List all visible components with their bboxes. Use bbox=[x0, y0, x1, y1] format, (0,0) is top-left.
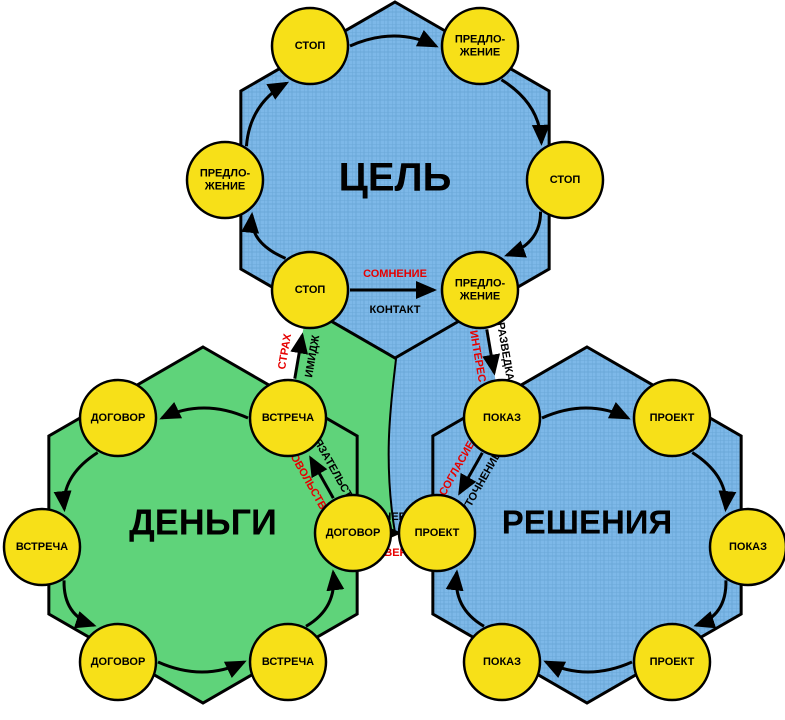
hex-title-decisions: РЕШЕНИЯ bbox=[502, 504, 672, 541]
edge-label-m0-g0-0: СТРАХ bbox=[276, 332, 294, 370]
node-label-g1-0: ПРЕДЛО- bbox=[200, 167, 251, 179]
node-label-g4-0: СТОП bbox=[550, 174, 581, 186]
node-label-d5-0: ПРОЕКТ bbox=[415, 527, 460, 539]
node-label-g5-1: ЖЕНИЕ bbox=[459, 290, 500, 302]
node-label-m0-0: ВСТРЕЧА bbox=[262, 412, 314, 424]
node-label-d2-0: ПОКАЗ bbox=[729, 541, 767, 553]
node-label-g5-0: ПРЕДЛО- bbox=[455, 277, 506, 289]
node-label-d1-0: ПРОЕКТ bbox=[650, 412, 695, 424]
node-label-d0-0: ПОКАЗ bbox=[483, 412, 521, 424]
hex-title-money: ДЕНЬГИ bbox=[129, 502, 277, 543]
edge-label-g0-g5-1: КОНТАКТ bbox=[370, 304, 421, 316]
node-label-m4-0: ВСТРЕЧА bbox=[262, 656, 314, 668]
node-label-m3-0: ДОГОВОР bbox=[91, 656, 146, 668]
node-label-m5-0: ДОГОВОР bbox=[326, 527, 381, 539]
node-label-g1-1: ЖЕНИЕ bbox=[204, 180, 245, 192]
node-label-d3-0: ПРОЕКТ bbox=[650, 656, 695, 668]
node-label-m1-0: ДОГОВОР bbox=[91, 412, 146, 424]
node-label-g3-0: ПРЕДЛО- bbox=[455, 33, 506, 45]
node-label-g3-1: ЖЕНИЕ bbox=[459, 46, 500, 58]
node-label-g0-0: СТОП bbox=[295, 284, 326, 296]
edge-label-g5-d0-1: РАЗВЕДКА bbox=[494, 322, 516, 382]
hex-title-goal: ЦЕЛЬ bbox=[339, 156, 452, 200]
edge-label-g0-g5-0: СОМНЕНИЕ bbox=[363, 268, 427, 280]
node-label-d4-0: ПОКАЗ bbox=[483, 656, 521, 668]
node-label-g2-0: СТОП bbox=[295, 40, 326, 52]
node-label-m2-0: ВСТРЕЧА bbox=[16, 541, 68, 553]
